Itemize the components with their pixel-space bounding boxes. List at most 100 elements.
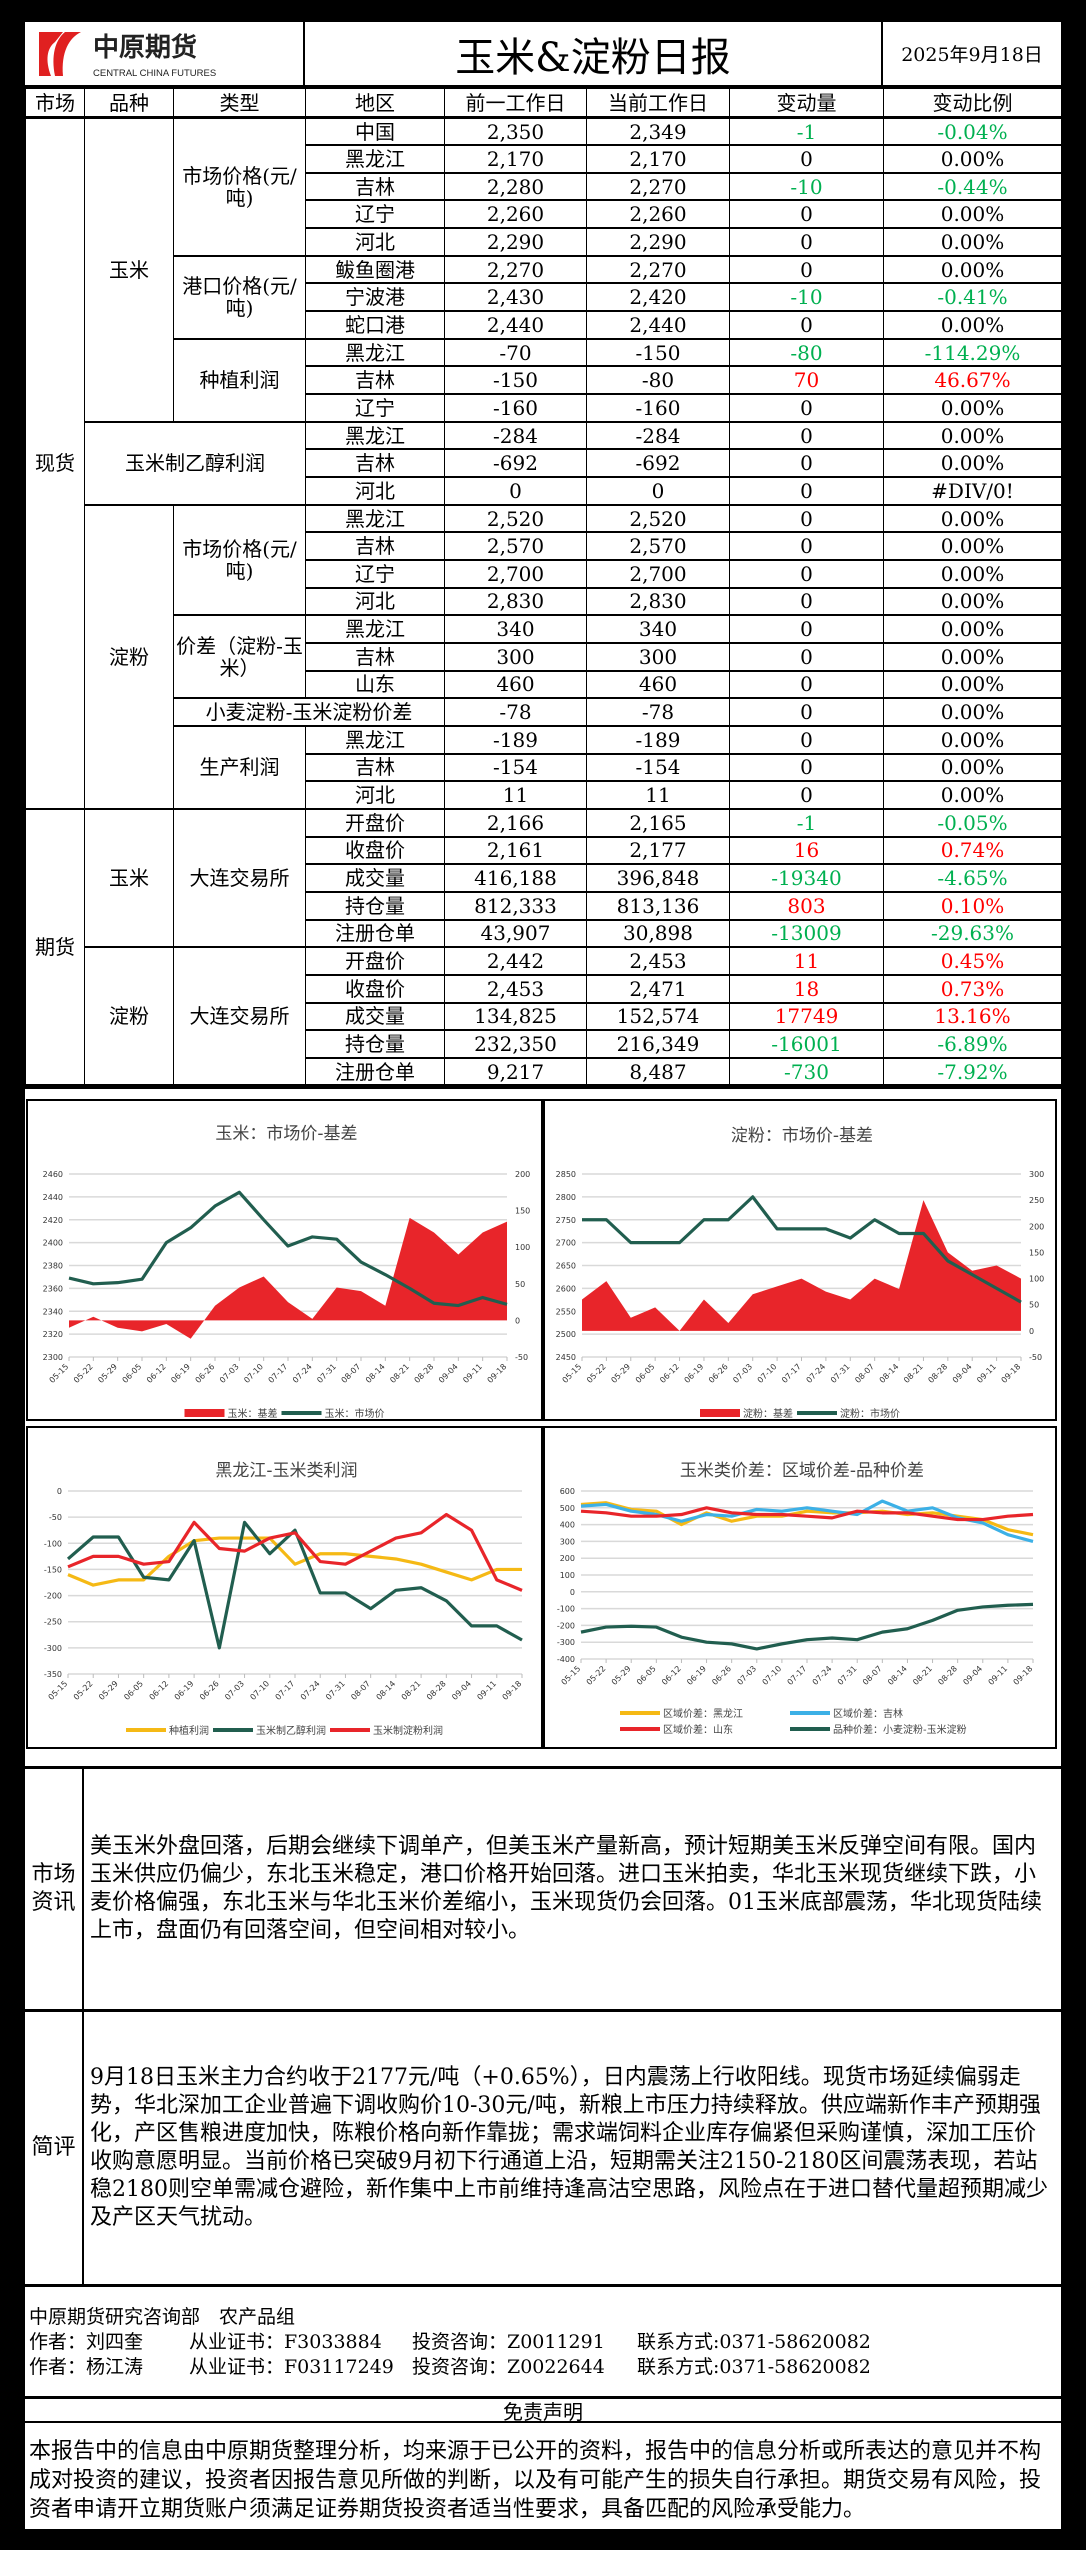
- prev-value-cell: 340: [444, 614, 587, 644]
- legend-label: 种植利润: [169, 1724, 209, 1737]
- prev-value-cell: 460: [444, 670, 587, 700]
- x-tick-label: 07-24: [299, 1680, 322, 1703]
- y-tick-label: -300: [557, 1639, 575, 1648]
- x-tick-label: 07-17: [274, 1680, 297, 1703]
- charts-area: 玉米：市场价-基差 2300 2320 2340 2360 2380 2400 2420 244…: [25, 1086, 1061, 1766]
- change-cell: 0: [729, 144, 884, 174]
- current-value-cell: -160: [586, 393, 730, 423]
- table-row: 生产利润 黑龙江 -189 -189 0 0.00%: [26, 725, 1062, 810]
- x-tick-label: 09-18: [486, 1363, 509, 1386]
- change-cell: 803: [729, 891, 884, 921]
- prev-value-cell: -692: [444, 448, 587, 479]
- current-value-cell: 152,574: [586, 1002, 730, 1032]
- x-tick-label: 07-31: [315, 1363, 338, 1386]
- legend-label: 区域价差：黑龙江: [663, 1707, 743, 1720]
- x-tick-label: 07-31: [829, 1363, 852, 1386]
- region-cell: 收盘价: [305, 974, 445, 1004]
- x-tick-label: 07-10: [756, 1363, 779, 1386]
- line-series: [582, 1195, 1022, 1304]
- col-type: 类型: [173, 88, 306, 119]
- department: 中原期货研究咨询部 农产品组: [29, 2306, 296, 2329]
- change-cell: -1: [729, 117, 884, 147]
- x-tick-label: 07-03: [223, 1680, 246, 1703]
- chart-svg: 淀粉：市场价-基差2450250025502600265027002750280…: [556, 1126, 1045, 1420]
- y-tick-label: 500: [560, 1504, 575, 1513]
- chart-title: 玉米：市场价-基差: [215, 1124, 357, 1144]
- change-cell: 0: [729, 448, 884, 479]
- table-row: 宁波港 2,430 2,420 -10 -0.41%: [26, 282, 1062, 313]
- current-value-cell: 216,349: [586, 1029, 730, 1059]
- change-cell: 0: [729, 642, 884, 672]
- table-row: 注册仓单 9,217 8,487 -730 -7.92%: [26, 1057, 1062, 1087]
- change-cell: -10: [729, 282, 884, 313]
- current-value-cell: 2,440: [586, 310, 730, 340]
- prev-value-cell: 0: [444, 476, 587, 506]
- x-tick-label: 09-11: [975, 1363, 998, 1386]
- x-tick-label: 06-26: [707, 1363, 730, 1386]
- change-pct-cell: 0.00%: [883, 255, 1062, 285]
- region-cell: 河北: [305, 587, 445, 617]
- y2-tick-label: -50: [1029, 1353, 1042, 1362]
- legend-label: 玉米制淀粉利润: [373, 1724, 443, 1737]
- y-tick-label: 600: [560, 1487, 575, 1496]
- prev-value-cell: 2,270: [444, 255, 587, 285]
- x-tick-label: 08-21: [400, 1680, 423, 1703]
- x-tick-label: 05-15: [560, 1665, 583, 1688]
- col-current-day: 当前工作日: [586, 88, 730, 119]
- change-cell: 17749: [729, 1002, 884, 1032]
- prev-value-cell: 2,520: [444, 504, 587, 534]
- table-row: 成交量 134,825 152,574 17749 13.16%: [26, 1002, 1062, 1032]
- legend-label: 玉米：基差: [228, 1407, 278, 1420]
- x-tick-label: 09-11: [986, 1665, 1009, 1688]
- x-tick-label: 07-17: [267, 1363, 290, 1386]
- y2-tick-label: 0: [515, 1317, 520, 1326]
- x-tick-label: 09-11: [461, 1363, 484, 1386]
- y2-tick-label: 50: [515, 1280, 525, 1289]
- prev-value-cell: 2,830: [444, 587, 587, 617]
- x-tick-label: 08-21: [388, 1363, 411, 1386]
- prev-value-cell: -78: [444, 697, 587, 727]
- prev-value-cell: 2,170: [444, 144, 587, 174]
- change-cell: 0: [729, 559, 884, 589]
- y2-tick-label: 50: [1029, 1301, 1039, 1310]
- y-tick-label: 2600: [556, 1285, 576, 1294]
- legend-label: 玉米：市场价: [325, 1407, 385, 1420]
- col-region: 地区: [305, 88, 445, 119]
- author-row: 作者：杨江涛 从业证书：F03117249 投资咨询：Z0022644 联系方式…: [29, 2355, 1057, 2380]
- table-row: 河北 0 0 0 #DIV/0!: [26, 476, 1062, 506]
- disclaimer-text: 本报告中的信息由中原期货整理分析，均来源于已公开的资料，报告中的信息分析或所表达…: [29, 2439, 1042, 2523]
- line-series: [67, 1536, 522, 1588]
- x-tick-label: 09-04: [437, 1363, 460, 1386]
- change-cell: 0: [729, 310, 884, 340]
- x-tick-label: 07-10: [242, 1363, 265, 1386]
- y2-tick-label: 150: [515, 1207, 530, 1216]
- prev-value-cell: 9,217: [444, 1057, 587, 1087]
- y-tick-label: 2380: [43, 1262, 63, 1271]
- change-cell: -13009: [729, 919, 884, 949]
- author-cert: 从业证书：F03117249: [189, 2356, 394, 2379]
- change-cell: -80: [729, 338, 884, 368]
- x-tick-label: 05-15: [48, 1363, 71, 1386]
- col-prev-day: 前一工作日: [444, 88, 587, 119]
- chart-svg: 玉米：市场价-基差 2300 2320 2340 2360 2380 2400 2420 244…: [43, 1124, 531, 1420]
- change-pct-cell: -0.41%: [883, 282, 1062, 313]
- prev-value-cell: 300: [444, 642, 587, 672]
- change-pct-cell: 0.00%: [883, 642, 1062, 672]
- table-row: 河北 2,290 2,290 0 0.00%: [26, 227, 1062, 257]
- change-pct-cell: 0.00%: [883, 697, 1062, 727]
- current-value-cell: -189: [586, 725, 730, 755]
- x-tick-label: 09-04: [450, 1680, 473, 1703]
- y-tick-label: 2800: [556, 1193, 576, 1202]
- market-news-section: 市场资讯 美玉米外盘回落，后期会继续下调单产，但美玉米产量新高，预计短期美玉米反…: [25, 1766, 1061, 2010]
- prev-value-cell: 11: [444, 780, 587, 810]
- region-cell: 收盘价: [305, 836, 445, 866]
- y2-tick-label: 0: [1029, 1327, 1034, 1336]
- x-tick-label: 05-29: [609, 1363, 632, 1386]
- y-tick-label: 2300: [43, 1353, 63, 1362]
- prev-value-cell: 43,907: [444, 919, 587, 949]
- change-pct-cell: 0.45%: [883, 946, 1062, 976]
- market-cell: 期货: [25, 808, 85, 1087]
- table-row: 小麦淀粉-玉米淀粉价差 -78 -78 0 0.00%: [26, 697, 1062, 727]
- table-row: 河北 11 11 0 0.00%: [26, 780, 1062, 810]
- y-tick-label: 2440: [43, 1193, 63, 1202]
